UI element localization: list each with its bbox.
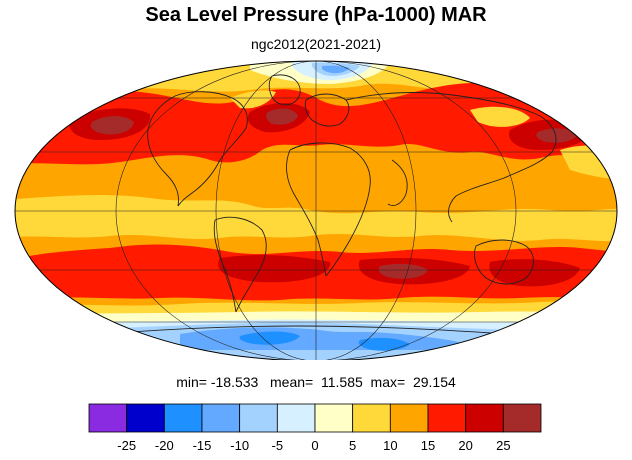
map-north-extreme-3 — [536, 128, 578, 143]
map-antarctic-coldest — [239, 331, 300, 345]
colorbar-tick-label: 5 — [349, 438, 356, 453]
colorbar-swatch — [276, 403, 316, 433]
stat-min-label: min= — [176, 374, 207, 390]
map-outline — [14, 60, 618, 360]
colorbar-swatch — [201, 403, 241, 433]
colorbar-swatch — [427, 403, 467, 433]
colorbar-tick-label: 15 — [421, 438, 435, 453]
colorbar-swatch — [88, 403, 128, 433]
sea-level-pressure-map — [14, 60, 618, 360]
map-south-very-high-1 — [218, 255, 331, 283]
colorbar-tick-label: 0 — [311, 438, 318, 453]
colorbar-tick-label: 10 — [383, 438, 397, 453]
colorbar-tick-label: -15 — [193, 438, 212, 453]
map-stats: min= -18.533 mean= 11.585 max= 29.154 — [0, 374, 632, 390]
colorbar-tick-label: -5 — [272, 438, 284, 453]
colorbar-swatch — [314, 403, 354, 433]
colorbar-swatch — [389, 403, 429, 433]
map-north-moderate-patch-2 — [470, 106, 530, 127]
map-north-extreme-1 — [90, 116, 134, 135]
colorbar-tick-label: -20 — [155, 438, 174, 453]
stat-max-value: 29.154 — [412, 374, 456, 390]
map-antarctic-coldest-2 — [358, 337, 410, 351]
map-south-extreme — [378, 263, 428, 279]
colorbar-swatch — [352, 403, 391, 433]
colorbar-swatch — [239, 403, 278, 433]
colorbar-swatch — [465, 403, 504, 433]
colorbar-tick-label: -10 — [230, 438, 249, 453]
stat-min-value: -18.533 — [210, 374, 259, 390]
stat-mean-label: mean= — [270, 374, 314, 390]
colorbar-swatch — [126, 403, 165, 433]
colorbar-tick-label: -25 — [117, 438, 136, 453]
map-north-extreme-2 — [265, 108, 298, 125]
stat-max-label: max= — [370, 374, 406, 390]
map-north-moderate-patch — [230, 90, 276, 109]
colorbar-swatch — [163, 403, 203, 433]
map-subtitle: ngc2012(2021-2021) — [251, 36, 381, 52]
map-south-very-high-3 — [489, 259, 580, 287]
map-title: Sea Level Pressure (hPa-1000) MAR — [145, 4, 487, 26]
colorbar-tick-label: 20 — [458, 438, 472, 453]
colorbar-swatch — [502, 403, 542, 433]
map-arctic-colder — [322, 65, 350, 74]
stat-mean-value: 11.585 — [320, 374, 363, 390]
colorbar-tick-label: 25 — [496, 438, 510, 453]
